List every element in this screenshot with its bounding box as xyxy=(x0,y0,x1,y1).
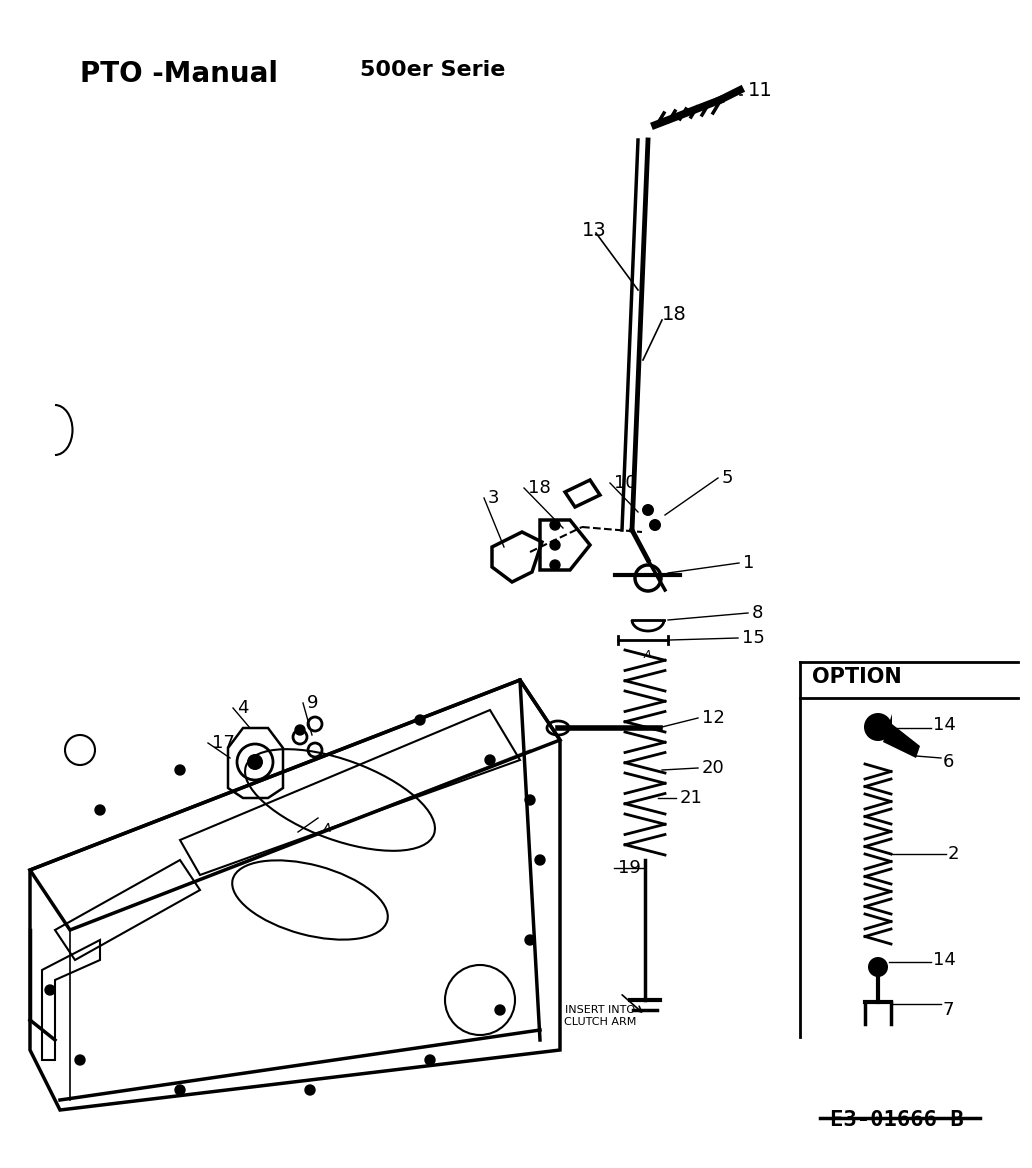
Text: 4: 4 xyxy=(237,698,249,717)
Text: 7: 7 xyxy=(943,1001,955,1018)
Text: 17: 17 xyxy=(212,734,235,752)
Circle shape xyxy=(642,505,654,516)
Circle shape xyxy=(295,725,305,735)
Circle shape xyxy=(45,985,55,995)
Circle shape xyxy=(550,540,560,550)
Text: A: A xyxy=(323,822,331,835)
Text: 13: 13 xyxy=(582,221,607,239)
Text: OPTION: OPTION xyxy=(812,667,902,687)
Text: PTO -Manual: PTO -Manual xyxy=(80,60,278,88)
Text: 6: 6 xyxy=(943,753,955,771)
Circle shape xyxy=(495,1004,505,1015)
Circle shape xyxy=(550,559,560,570)
Text: 9: 9 xyxy=(307,694,319,712)
Text: 18: 18 xyxy=(528,479,551,498)
Text: 20: 20 xyxy=(702,759,724,777)
Text: 500er Serie: 500er Serie xyxy=(360,60,506,79)
Text: 5: 5 xyxy=(722,470,734,487)
Circle shape xyxy=(525,936,535,945)
Circle shape xyxy=(175,765,185,776)
Circle shape xyxy=(247,755,263,770)
Text: E3-01666 B: E3-01666 B xyxy=(830,1110,964,1129)
Circle shape xyxy=(525,795,535,805)
Text: 18: 18 xyxy=(662,306,686,325)
Text: 12: 12 xyxy=(702,709,724,726)
Text: 1: 1 xyxy=(743,554,754,572)
Polygon shape xyxy=(883,714,920,758)
Text: 21: 21 xyxy=(680,790,703,807)
Circle shape xyxy=(535,855,545,865)
Circle shape xyxy=(175,1085,185,1096)
Text: 10: 10 xyxy=(614,474,637,492)
Text: 14: 14 xyxy=(933,951,956,969)
Text: 14: 14 xyxy=(933,716,956,734)
Circle shape xyxy=(868,957,888,976)
Circle shape xyxy=(425,1055,436,1065)
Text: 2: 2 xyxy=(948,844,960,863)
Text: 19: 19 xyxy=(618,858,641,877)
Text: A: A xyxy=(644,651,651,660)
Text: INSERT INTO
CLUTCH ARM: INSERT INTO CLUTCH ARM xyxy=(563,1004,636,1027)
Circle shape xyxy=(864,712,892,741)
Circle shape xyxy=(415,715,425,725)
Circle shape xyxy=(75,1055,85,1065)
Circle shape xyxy=(305,1085,315,1096)
Text: 11: 11 xyxy=(748,81,773,99)
Circle shape xyxy=(95,805,105,815)
Text: 8: 8 xyxy=(752,604,764,623)
Circle shape xyxy=(649,519,662,531)
Text: 3: 3 xyxy=(488,489,499,507)
Circle shape xyxy=(550,520,560,530)
Text: 15: 15 xyxy=(742,630,765,647)
Circle shape xyxy=(485,755,495,765)
